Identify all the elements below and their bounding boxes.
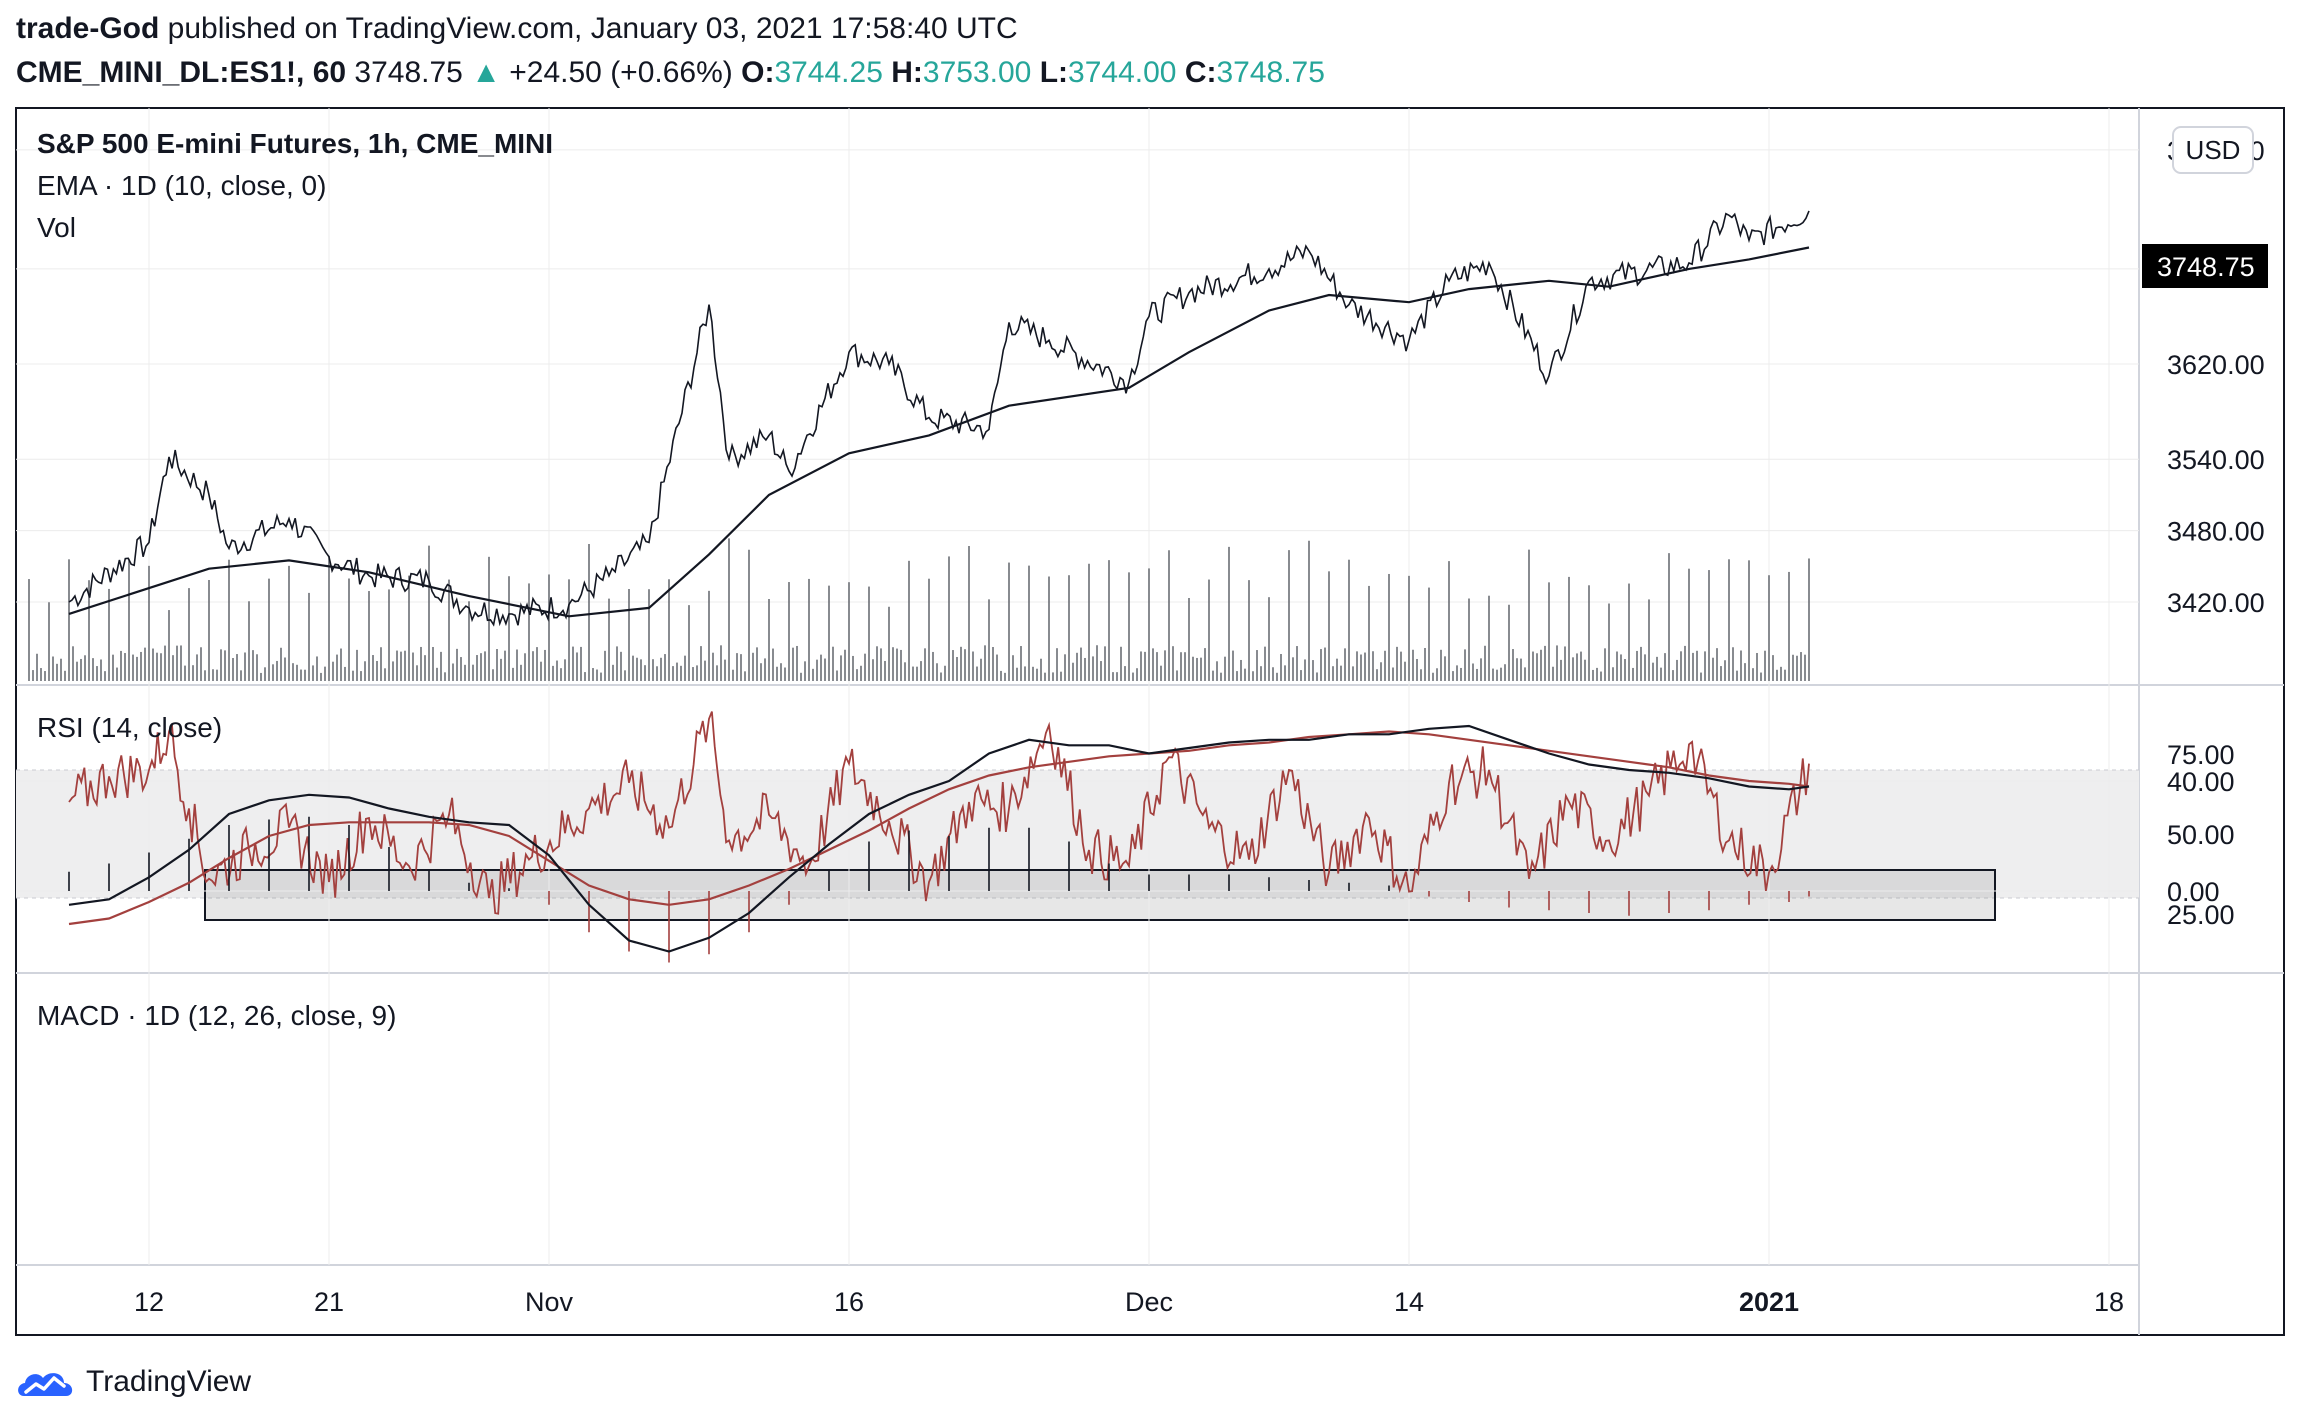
time-tick-label: 12 <box>134 1287 164 1317</box>
rsi-tick-label: 75.00 <box>2167 740 2235 770</box>
ema-legend: EMA · 1D (10, close, 0) <box>37 170 326 201</box>
time-tick-label: Dec <box>1125 1287 1173 1317</box>
price-change: +24.50 (+0.66%) <box>509 56 733 89</box>
tradingview-footer[interactable]: TradingView <box>14 1360 251 1404</box>
symbol-label: CME_MINI_DL:ES1!, 60 <box>16 56 347 89</box>
open-value: 3744.25 <box>774 56 883 89</box>
time-tick-label: 14 <box>1394 1287 1424 1317</box>
drawn-rectangle[interactable] <box>204 869 1996 921</box>
price-tick-label: 3620.00 <box>2167 350 2265 380</box>
vol-legend: Vol <box>37 212 76 243</box>
high-value: 3753.00 <box>922 56 1032 89</box>
last-price-tag <box>2142 244 2268 288</box>
price-series <box>68 210 1810 627</box>
up-arrow-icon: ▲ <box>471 56 501 89</box>
last-price: 3748.75 <box>354 56 463 89</box>
macd-series <box>68 724 1810 963</box>
time-tick-label: 18 <box>2094 1287 2124 1317</box>
open-label: O: <box>741 56 775 89</box>
publish-line: trade-God published on TradingView.com, … <box>16 12 1018 46</box>
chart-title: S&P 500 E-mini Futures, 1h, CME_MINI <box>37 128 553 159</box>
price-tick-label: 3420.00 <box>2167 588 2265 618</box>
macd-legend: MACD · 1D (12, 26, close, 9) <box>37 1000 396 1031</box>
chart-canvas[interactable]: 3800.003700.003620.003540.003480.003420.… <box>15 107 2286 1337</box>
author-name: trade-God <box>16 12 160 45</box>
rsi-series <box>68 711 1810 915</box>
tradingview-brand: TradingView <box>86 1365 252 1398</box>
currency-badge[interactable] <box>2172 126 2254 174</box>
rsi-tick-label: 50.00 <box>2167 820 2235 850</box>
rsi-legend: RSI (14, close) <box>37 712 222 743</box>
price-tick-label: 3540.00 <box>2167 445 2265 475</box>
macd-line <box>68 724 1810 953</box>
grid-lines <box>16 108 2139 1265</box>
ema-line <box>68 246 1810 618</box>
high-label: H: <box>891 56 923 89</box>
rsi-tick-label: 25.00 <box>2167 900 2235 930</box>
time-tick-label: 2021 <box>1739 1287 1799 1317</box>
chart-frame <box>15 107 2285 1336</box>
last-price-tag-text: 3748.75 <box>2157 252 2255 282</box>
close-value: 3748.75 <box>1216 56 1325 89</box>
price-tick-label: 3480.00 <box>2167 517 2265 547</box>
time-tick-label: Nov <box>525 1287 574 1317</box>
price-line <box>68 210 1810 627</box>
currency-badge-label: USD <box>2186 135 2241 165</box>
close-label: C: <box>1184 56 1217 89</box>
low-value: 3744.00 <box>1068 56 1177 89</box>
ohlc-line: CME_MINI_DL:ES1!, 60 3748.75 ▲ +24.50 (+… <box>16 56 1325 90</box>
macd-tick-label: 0.00 <box>2167 877 2220 907</box>
rsi-line <box>68 711 1810 915</box>
time-tick-label: 16 <box>834 1287 864 1317</box>
time-tick-label: 21 <box>314 1287 344 1317</box>
macd-tick-label: 40.00 <box>2167 767 2235 797</box>
volume-bars <box>28 538 1810 681</box>
published-text: published on TradingView.com, January 03… <box>159 12 1018 45</box>
tradingview-cloud-icon <box>18 1373 73 1396</box>
low-label: L: <box>1039 56 1069 89</box>
